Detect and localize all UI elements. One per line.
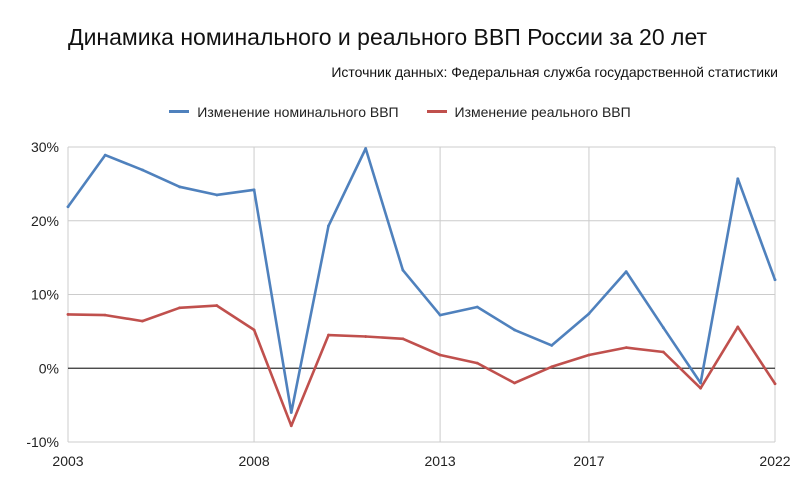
- data-point-nominal: [624, 270, 628, 274]
- data-point-nominal: [327, 224, 330, 228]
- data-point-nominal: [103, 153, 107, 157]
- series-line-real: [66, 304, 777, 428]
- y-tick-label: 20%: [31, 213, 59, 229]
- data-point-real: [252, 328, 256, 332]
- x-tick-label: 2013: [425, 453, 456, 469]
- data-point-nominal: [550, 343, 554, 347]
- legend-swatch-real: [426, 110, 447, 113]
- data-point-nominal: [513, 328, 516, 332]
- data-point-nominal: [438, 313, 442, 317]
- legend-item-nominal[interactable]: Изменение номинального ВВП: [169, 103, 399, 120]
- y-tick-label: 10%: [31, 287, 59, 303]
- data-point-nominal: [252, 188, 256, 192]
- data-point-nominal: [773, 278, 777, 282]
- data-point-nominal: [215, 193, 219, 197]
- data-point-real: [178, 306, 182, 310]
- data-point-real: [364, 335, 368, 338]
- chart-legend: Изменение номинального ВВП Изменение реа…: [0, 100, 800, 120]
- data-point-real: [438, 353, 442, 357]
- data-point-real: [475, 361, 479, 365]
- data-point-real: [550, 365, 554, 369]
- data-point-real: [513, 381, 516, 385]
- x-tick-label: 2022: [759, 453, 790, 469]
- data-point-nominal: [364, 147, 368, 150]
- data-point-real: [66, 313, 70, 316]
- data-point-nominal: [141, 168, 144, 172]
- data-point-real: [289, 424, 293, 428]
- data-point-real: [773, 382, 777, 386]
- data-point-nominal: [289, 411, 293, 414]
- legend-swatch-nominal: [169, 110, 190, 113]
- data-point-real: [327, 333, 330, 337]
- data-point-nominal: [475, 305, 479, 309]
- data-point-real: [661, 350, 665, 354]
- data-point-nominal: [661, 326, 665, 330]
- data-point-nominal: [401, 268, 405, 272]
- y-tick-label: 30%: [31, 139, 59, 155]
- data-point-nominal: [699, 381, 702, 385]
- data-point-nominal: [66, 205, 70, 209]
- data-point-real: [215, 304, 219, 307]
- data-point-real: [587, 353, 591, 357]
- data-point-nominal: [178, 185, 182, 189]
- series-line-nominal: [66, 147, 777, 414]
- chart-subtitle: Источник данных: Федеральная служба госу…: [331, 64, 778, 80]
- legend-label-nominal: Изменение номинального ВВП: [197, 103, 399, 120]
- y-tick-label: 0%: [39, 360, 59, 376]
- data-point-nominal: [736, 177, 740, 181]
- x-tick-label: 2017: [573, 453, 604, 469]
- data-point-real: [141, 319, 144, 323]
- y-tick-label: -10%: [26, 434, 59, 450]
- data-point-real: [401, 337, 405, 341]
- data-point-real: [103, 313, 107, 317]
- data-point-real: [624, 346, 628, 349]
- legend-label-real: Изменение реального ВВП: [454, 103, 631, 120]
- chart-title: Динамика номинального и реального ВВП Ро…: [68, 24, 708, 50]
- data-point-nominal: [587, 312, 591, 316]
- legend-item-real[interactable]: Изменение реального ВВП: [426, 103, 631, 120]
- data-point-real: [699, 386, 702, 390]
- x-tick-label: 2008: [238, 453, 269, 469]
- x-tick-label: 2003: [52, 453, 83, 469]
- data-point-real: [736, 325, 740, 329]
